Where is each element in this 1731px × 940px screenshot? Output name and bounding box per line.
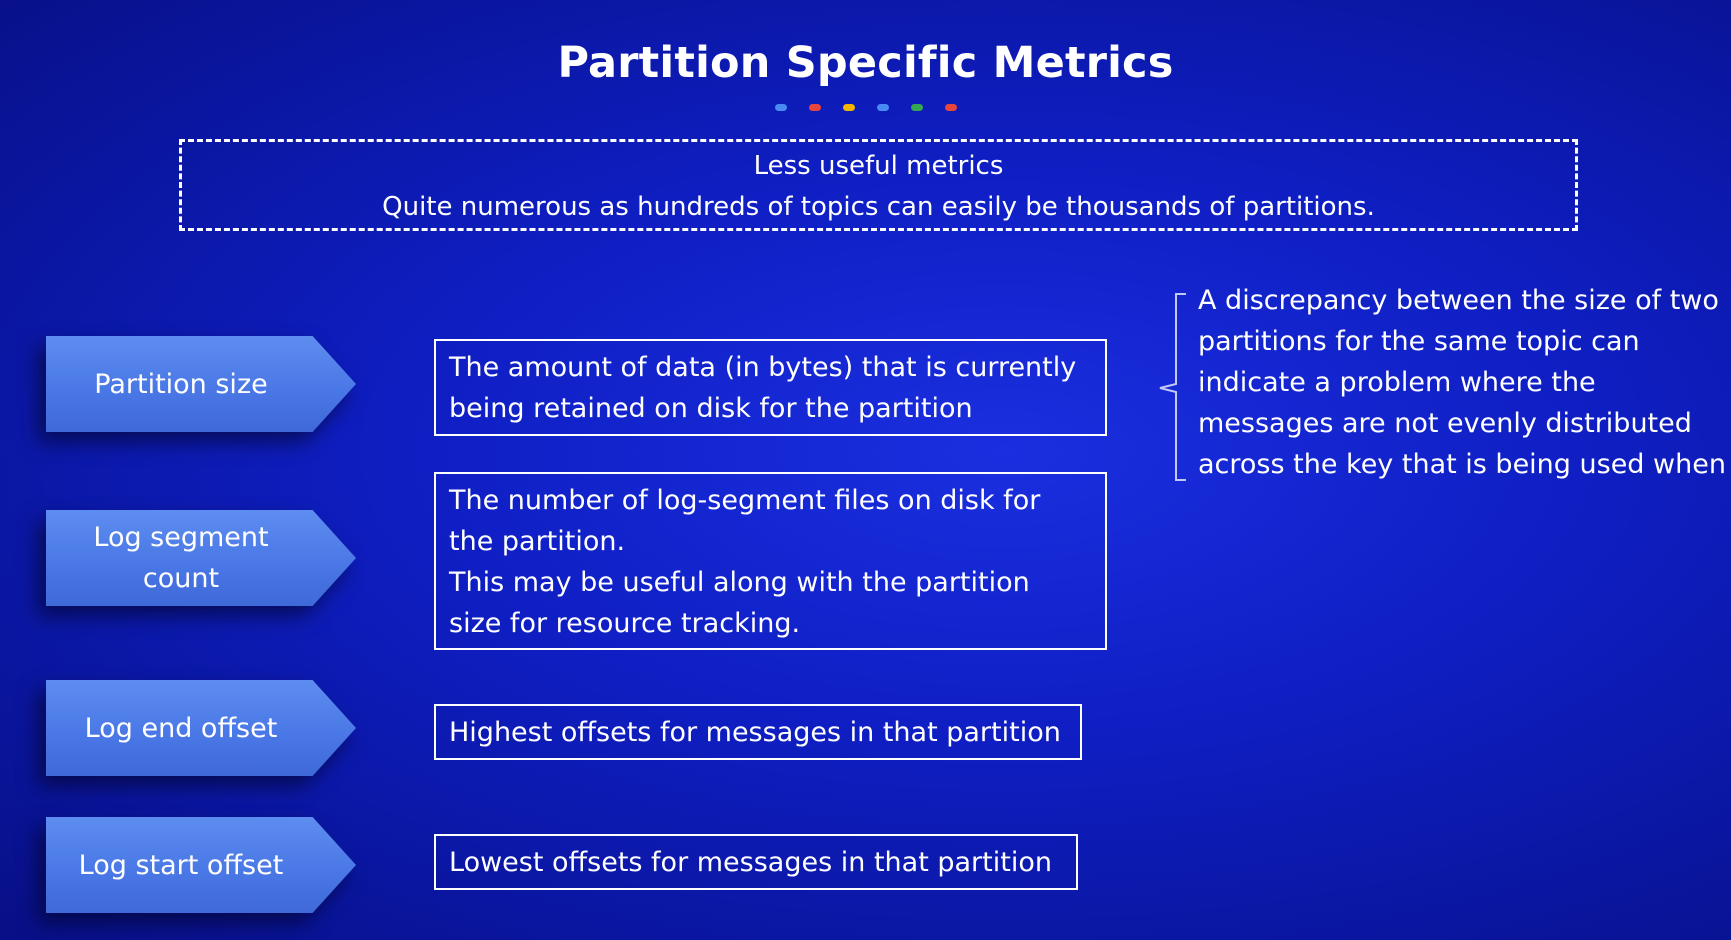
color-dots bbox=[0, 104, 1731, 111]
metric-desc-log-segment-count: The number of log-segment files on disk … bbox=[434, 472, 1107, 650]
dot-1 bbox=[774, 104, 787, 111]
desc-line: The number of log-segment files on disk … bbox=[449, 485, 1041, 516]
desc-line: The amount of data (in bytes) that is cu… bbox=[449, 352, 1077, 383]
note-text: Quite numerous as hundreds of topics can… bbox=[382, 192, 1375, 222]
note-heading: Less useful metrics bbox=[753, 151, 1004, 181]
brace-icon bbox=[1159, 293, 1186, 481]
dot-3 bbox=[842, 104, 855, 111]
side-note-line: indicate a problem where the bbox=[1198, 367, 1596, 398]
metric-label-log-segment-count: Log segment count bbox=[46, 510, 356, 606]
desc-line: Lowest offsets for messages in that part… bbox=[449, 847, 1052, 878]
side-note-line: messages are not evenly distributed bbox=[1198, 408, 1692, 439]
metric-desc-log-start-offset: Lowest offsets for messages in that part… bbox=[434, 834, 1078, 890]
side-note-line: A discrepancy between the size of two bbox=[1198, 285, 1719, 316]
metric-label-text: Log end offset bbox=[84, 712, 278, 744]
desc-line: being retained on disk for the partition bbox=[449, 393, 973, 424]
metric-label-text: Log start offset bbox=[78, 849, 284, 881]
desc-line: size for resource tracking. bbox=[449, 608, 801, 639]
metric-label-log-end-offset: Log end offset bbox=[46, 680, 356, 776]
desc-line: This may be useful along with the partit… bbox=[449, 567, 1030, 598]
dot-6 bbox=[944, 104, 957, 111]
metric-label-text: count bbox=[142, 563, 220, 594]
dot-2 bbox=[808, 104, 821, 111]
side-note-line: across the key that is being used when bbox=[1198, 449, 1726, 480]
dot-4 bbox=[876, 104, 889, 111]
desc-line: Highest offsets for messages in that par… bbox=[449, 717, 1061, 748]
note-box: Less useful metrics Quite numerous as hu… bbox=[179, 139, 1578, 231]
metric-label-text: Partition size bbox=[94, 368, 268, 400]
metric-desc-partition-size: The amount of data (in bytes) that is cu… bbox=[434, 339, 1107, 436]
metric-label-partition-size: Partition size bbox=[46, 336, 356, 432]
side-note: A discrepancy between the size of two pa… bbox=[1198, 280, 1731, 485]
side-note-line: partitions for the same topic can bbox=[1198, 326, 1640, 357]
metric-desc-log-end-offset: Highest offsets for messages in that par… bbox=[434, 704, 1082, 760]
metric-label-log-start-offset: Log start offset bbox=[46, 817, 356, 913]
desc-line: the partition. bbox=[449, 526, 626, 557]
dot-5 bbox=[910, 104, 923, 111]
page-title: Partition Specific Metrics bbox=[557, 38, 1174, 88]
metric-label-text: Log segment bbox=[93, 522, 269, 553]
